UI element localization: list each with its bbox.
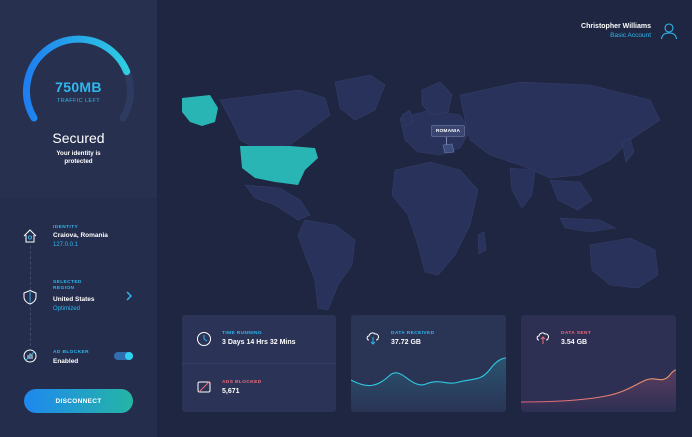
region-value: United States — [53, 296, 95, 303]
identity-label: IDENTITY — [53, 225, 79, 230]
block-hand-icon — [23, 349, 37, 363]
clock-icon — [197, 332, 211, 346]
map-indonesia — [559, 217, 616, 233]
region-label: SELECTED REGION — [53, 280, 82, 291]
map-south-america — [297, 219, 356, 311]
map-asia — [459, 81, 661, 179]
account-type[interactable]: Basic Account — [610, 32, 651, 39]
map-pin — [446, 137, 447, 145]
time-running-value: 3 Days 14 Hrs 32 Mins — [222, 339, 296, 346]
ad-blocker-label: AD BLOCKER — [53, 350, 89, 355]
traffic-label: TRAFFIC LEFT — [57, 98, 100, 104]
data-sent-chart — [521, 369, 676, 412]
toggle-knob — [125, 352, 133, 360]
map-greenland — [334, 74, 386, 121]
map-australia — [589, 237, 659, 289]
identity-ip: 127.0.0.1 — [53, 242, 79, 248]
ads-blocked-icon — [197, 381, 211, 393]
user-icon[interactable] — [660, 22, 678, 40]
stats-card-time: TIME RUNNING 3 Days 14 Hrs 32 Mins ADS B… — [182, 315, 336, 412]
cloud-download-icon — [366, 332, 380, 345]
cloud-upload-icon — [536, 332, 550, 344]
ads-blocked-value: 5,671 — [222, 388, 240, 395]
map-japan — [621, 137, 635, 163]
ad-blocker-toggle[interactable] — [114, 352, 133, 360]
world-map — [182, 74, 661, 311]
map-usa — [240, 146, 318, 185]
data-received-value: 37.72 GB — [391, 339, 421, 346]
data-sent-value: 3.54 GB — [561, 339, 588, 346]
map-africa — [391, 161, 479, 276]
map-uk — [401, 109, 414, 127]
identity-location: Craiova, Romania — [53, 232, 108, 239]
user-name: Christopher Williams — [581, 23, 651, 30]
sidebar: 750MB TRAFFIC LEFT Secured Your identity… — [0, 0, 157, 437]
data-sent-label: DATA SENT — [561, 331, 592, 336]
data-received-chart — [351, 357, 506, 412]
chevron-right-icon[interactable] — [125, 291, 133, 301]
map-scandinavia — [421, 81, 453, 116]
map-canada — [219, 89, 331, 149]
region-sub: Optimized — [53, 306, 81, 312]
traffic-panel: 750MB TRAFFIC LEFT Secured Your identity… — [0, 0, 157, 198]
shield-icon — [23, 289, 37, 305]
status-subtitle: Your identity is protected — [56, 150, 101, 165]
map-india — [509, 167, 536, 209]
time-running-label: TIME RUNNING — [222, 331, 262, 336]
home-icon — [23, 229, 37, 243]
map-alaska — [182, 95, 218, 126]
data-received-label: DATA RECEIVED — [391, 331, 435, 336]
map-tag-romania[interactable]: ROMANIA — [431, 125, 465, 137]
status-title: Secured — [52, 130, 105, 146]
card-divider — [182, 363, 336, 364]
traffic-gauge — [23, 35, 134, 122]
connector-line — [30, 246, 31, 346]
map-mexico — [244, 184, 311, 221]
ad-blocker-value: Enabled — [53, 358, 79, 365]
map-se-asia — [549, 179, 593, 211]
map-madagascar — [477, 231, 487, 255]
ads-blocked-label: ADS BLOCKED — [222, 380, 262, 385]
disconnect-button[interactable]: DISCONNECT — [24, 389, 133, 413]
traffic-value: 750MB — [55, 79, 102, 95]
map-romania — [442, 143, 455, 154]
stats-card-sent: DATA SENT 3.54 GB — [521, 315, 676, 412]
stats-card-received: DATA RECEIVED 37.72 GB — [351, 315, 506, 412]
